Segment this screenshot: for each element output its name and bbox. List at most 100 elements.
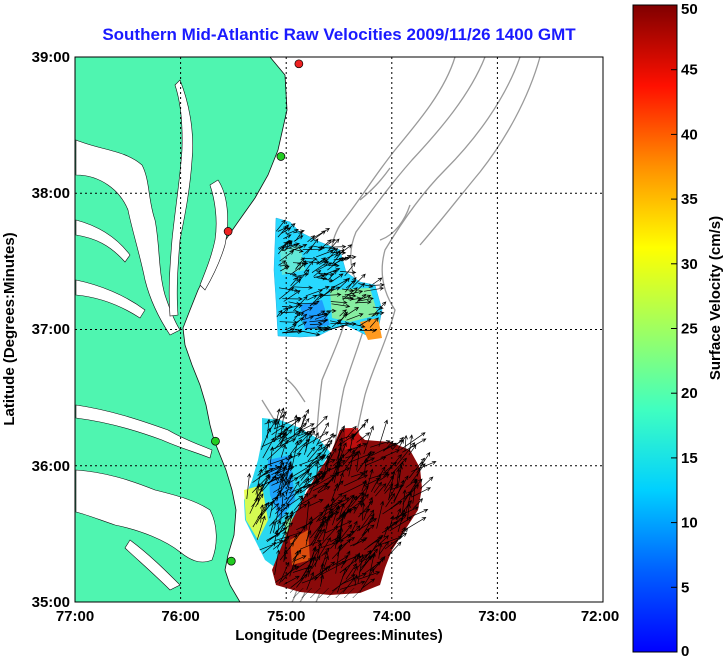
velocity-vector-arrow <box>325 497 335 526</box>
velocity-vector-arrow <box>293 311 301 321</box>
velocity-vector-arrow <box>280 413 286 438</box>
velocity-vector-arrow <box>358 571 381 580</box>
velocity-vector-arrow <box>317 310 326 316</box>
velocity-vector-arrow <box>313 274 326 279</box>
velocity-vector-arrow <box>256 515 266 540</box>
velocity-vector-arrow <box>280 443 287 458</box>
velocity-vector-arrow <box>405 491 413 514</box>
velocity-vector-arrow <box>340 550 351 569</box>
velocity-vector-arrow <box>351 423 366 438</box>
velocity-vector-arrow <box>279 418 301 435</box>
velocity-vector-arrow <box>316 422 329 446</box>
velocity-vector-arrow <box>378 542 383 559</box>
velocity-vector-arrow <box>402 438 427 453</box>
velocity-vector-arrow <box>319 285 336 299</box>
velocity-vector-arrow <box>300 469 310 481</box>
velocity-vector-arrow <box>296 569 310 588</box>
velocity-vector-arrow <box>309 322 323 327</box>
velocity-vector-arrow <box>305 516 313 546</box>
velocity-vector-arrow <box>283 290 301 302</box>
velocity-vector-arrow <box>336 442 347 466</box>
velocity-vector-arrow <box>395 508 402 521</box>
velocity-vector-arrow <box>313 515 327 539</box>
velocity-vector-arrow <box>251 474 271 494</box>
velocity-vector-arrow <box>385 492 396 508</box>
velocity-vector-arrow <box>320 467 331 478</box>
velocity-vector-arrow <box>319 550 328 573</box>
velocity-vector-arrow <box>341 573 367 585</box>
velocity-vector-arrow <box>306 325 322 331</box>
velocity-vector-arrow <box>308 472 321 496</box>
velocity-vector-arrow <box>412 498 424 510</box>
x-tick-label: 72:00 <box>581 608 619 625</box>
velocity-vector-arrow <box>312 227 330 239</box>
velocity-vector-arrow <box>297 321 308 327</box>
velocity-vector-arrow <box>344 289 364 296</box>
velocity-vector-arrow <box>307 235 316 243</box>
velocity-vector-arrow <box>393 479 405 504</box>
velocity-vector-arrow <box>309 300 320 306</box>
velocity-vector-arrow <box>298 454 327 466</box>
velocity-vector-arrow <box>379 473 390 481</box>
velocity-vector-arrow <box>338 437 344 456</box>
velocity-vector-arrow <box>387 541 402 556</box>
southern-velocity-field <box>244 407 437 598</box>
velocity-vector-arrow <box>313 269 322 277</box>
velocity-vector-arrow <box>311 555 321 569</box>
velocity-vector-arrow <box>409 434 414 453</box>
velocity-vector-arrow <box>359 509 375 531</box>
velocity-vector-arrow <box>283 239 293 244</box>
map-panel <box>75 57 603 602</box>
velocity-vector-arrow <box>252 502 268 528</box>
velocity-vector-arrow <box>309 293 323 307</box>
velocity-vector-arrow <box>273 477 299 493</box>
velocity-vector-arrow <box>405 478 418 488</box>
velocity-vector-arrow <box>290 574 308 588</box>
velocity-vector-arrow <box>326 239 336 246</box>
velocity-vector-arrow <box>355 293 367 304</box>
velocity-vector-arrow <box>279 320 298 325</box>
velocity-vector-arrow <box>264 418 279 425</box>
velocity-vector-arrow <box>293 229 305 234</box>
velocity-vector-arrow <box>279 430 305 443</box>
velocity-vector-arrow <box>270 503 280 511</box>
velocity-vector-arrow <box>312 432 319 444</box>
velocity-vector-arrow <box>369 317 379 328</box>
velocity-vector-arrow <box>293 295 308 312</box>
velocity-vector-arrow <box>286 327 296 332</box>
velocity-vector-arrow <box>298 269 310 282</box>
map-title: Southern Mid-Atlantic Raw Velocities 200… <box>102 25 576 44</box>
velocity-vector-arrow <box>408 457 425 479</box>
velocity-vector-arrow <box>290 276 299 287</box>
velocity-vector-arrow <box>317 528 325 540</box>
velocity-vector-arrow <box>388 470 396 501</box>
velocity-vector-arrow <box>318 525 339 548</box>
velocity-vector-arrow <box>314 313 329 320</box>
velocity-vector-arrow <box>348 520 358 537</box>
velocity-vector-arrow <box>293 492 309 511</box>
x-tick-label: 77:00 <box>56 608 94 625</box>
colorbar-tick-label: 20 <box>681 385 698 402</box>
colorbar-tick-label: 35 <box>681 191 698 208</box>
velocity-vector-arrow <box>278 432 286 442</box>
velocity-vector-arrow <box>333 460 341 483</box>
velocity-vector-arrow <box>381 517 405 534</box>
velocity-vector-arrow <box>370 442 397 457</box>
velocity-vector-arrow <box>259 539 284 551</box>
velocity-vector-arrow <box>298 472 312 487</box>
velocity-vector-arrow <box>326 454 331 474</box>
velocity-vector-arrow <box>330 482 339 502</box>
velocity-vector-arrow <box>391 436 404 450</box>
y-axis-ticks: 39:00 38:00 37:00 36:00 35:00 <box>32 49 70 611</box>
velocity-vector-arrow <box>318 537 331 558</box>
velocity-vector-arrow <box>348 449 356 477</box>
velocity-vector-arrow <box>344 293 357 298</box>
velocity-vector-arrow <box>358 283 374 289</box>
velocity-vector-arrow <box>307 415 328 436</box>
velocity-vector-arrow <box>327 257 344 271</box>
velocity-vector-arrow <box>372 555 386 571</box>
velocity-vector-arrow <box>338 510 346 540</box>
velocity-vector-arrow <box>246 472 252 500</box>
